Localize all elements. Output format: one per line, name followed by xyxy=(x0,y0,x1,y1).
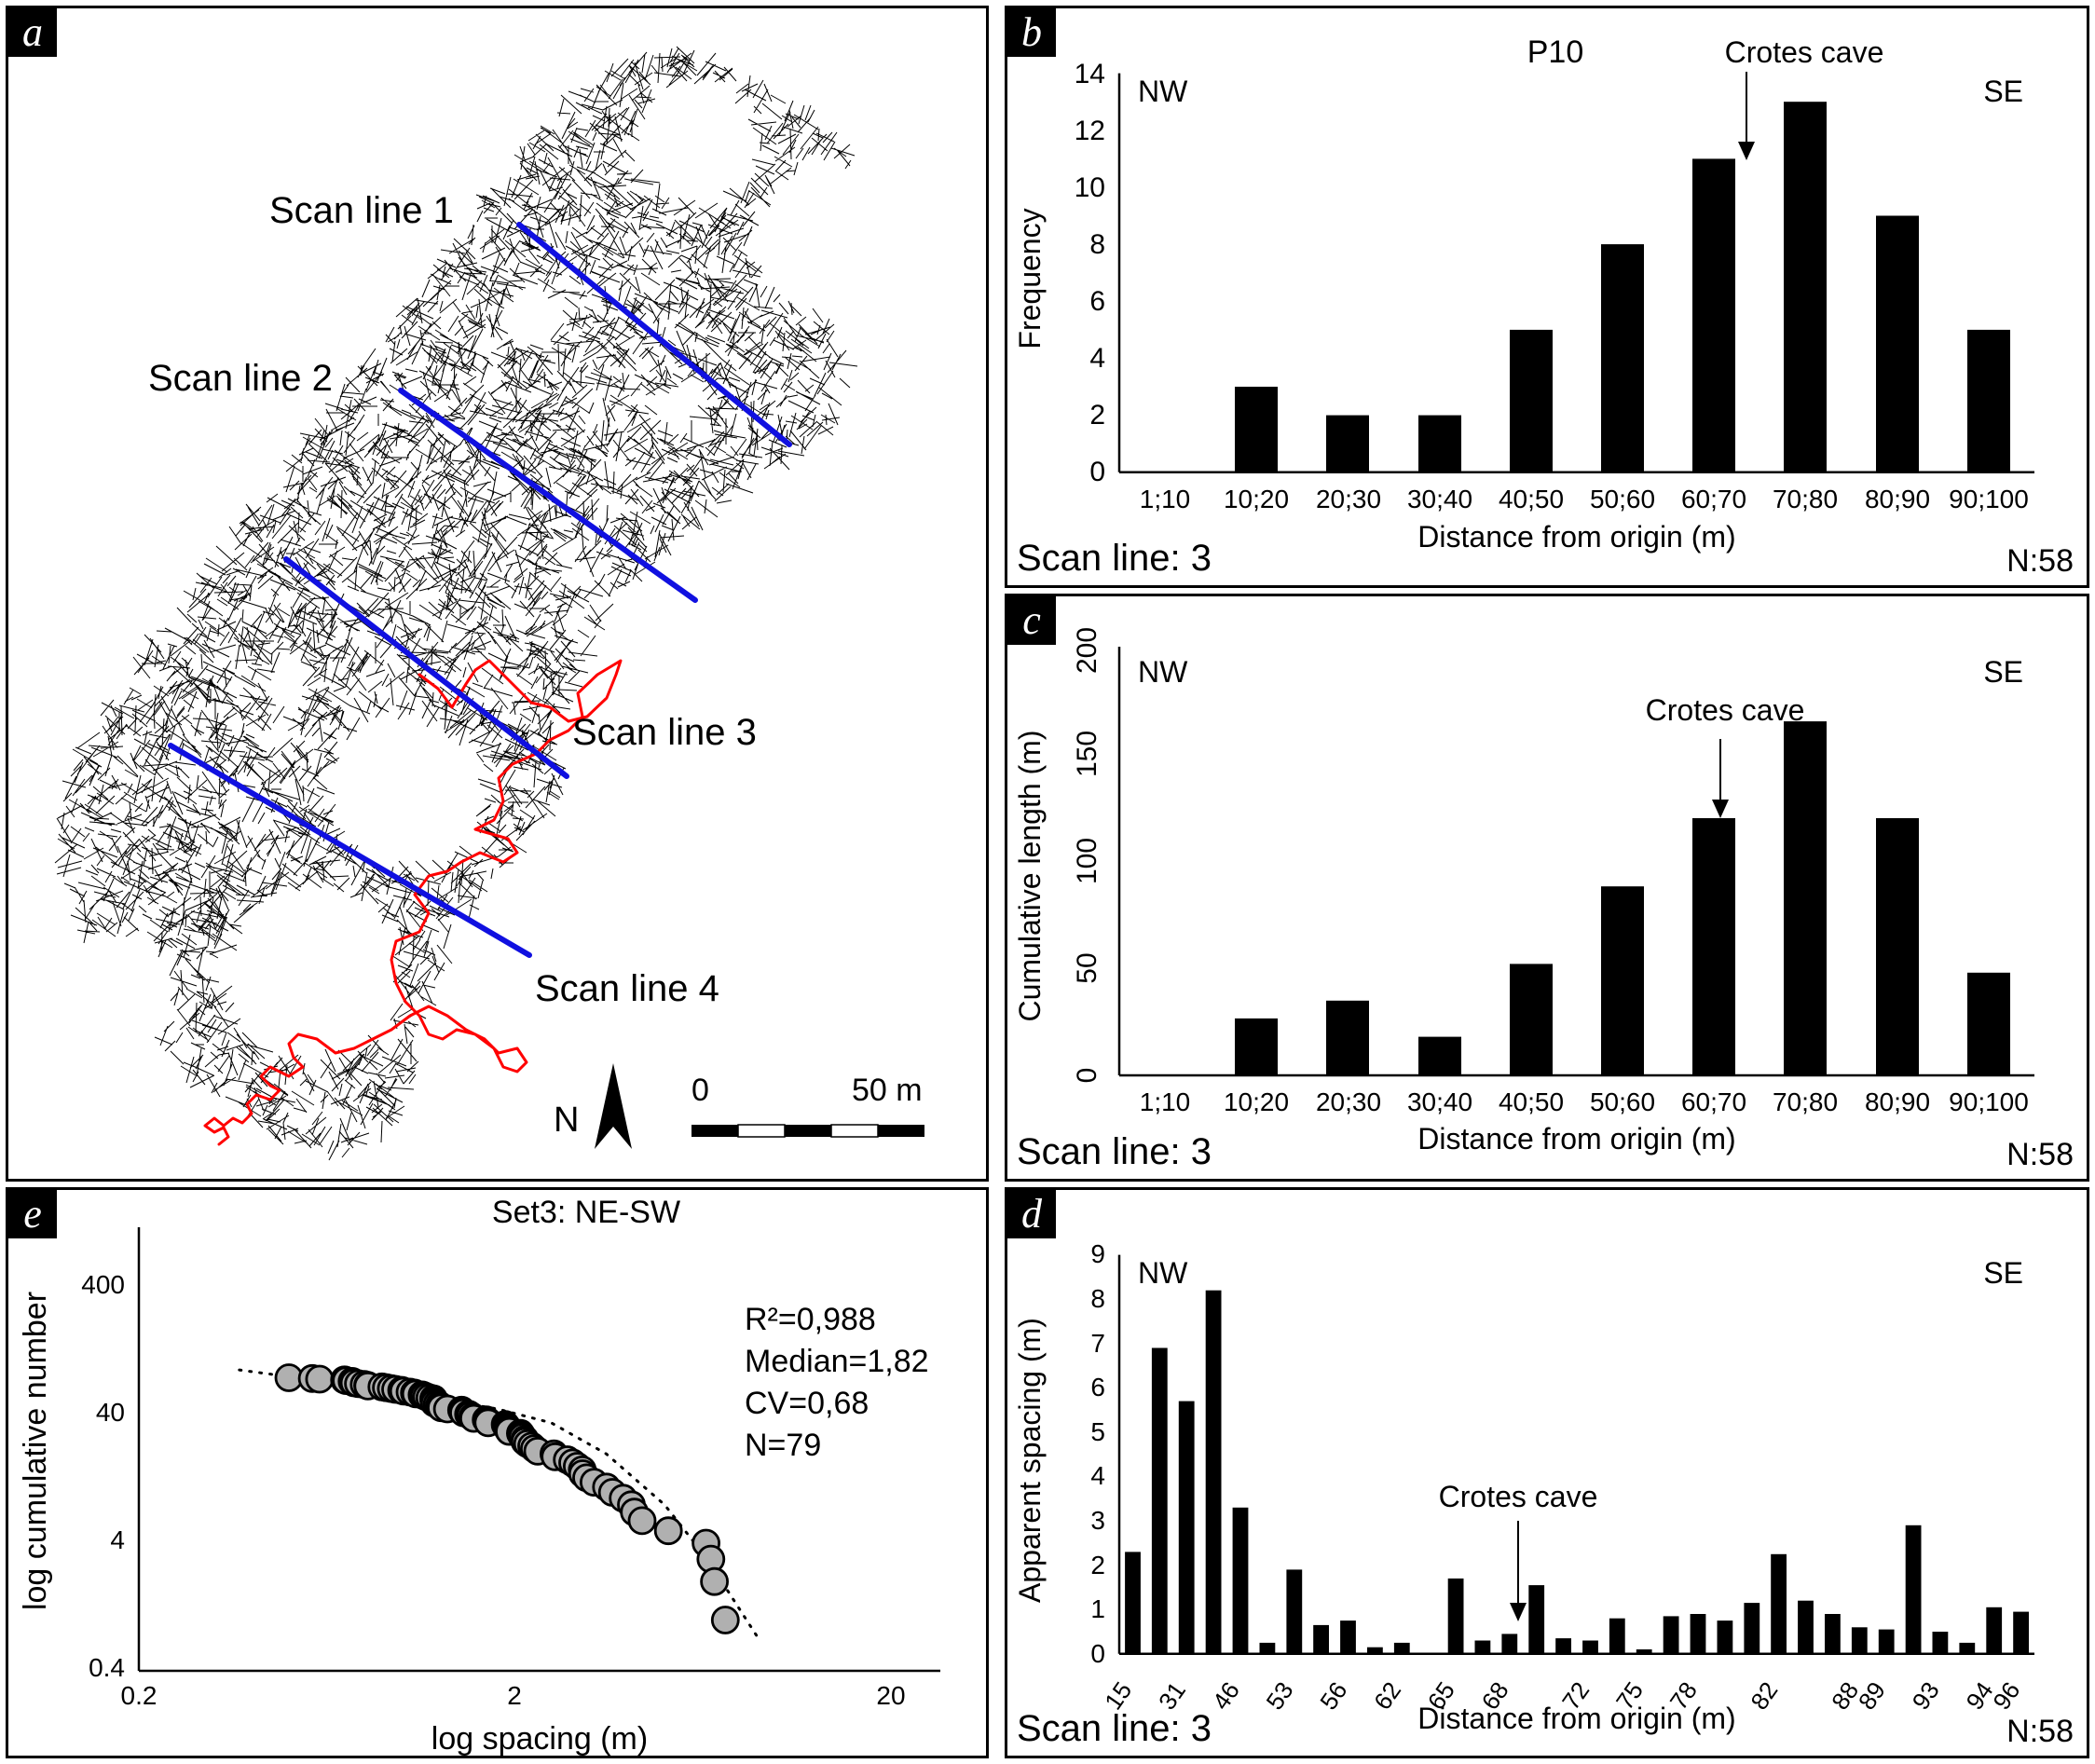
svg-text:Scan line 1: Scan line 1 xyxy=(269,190,454,231)
svg-text:6: 6 xyxy=(1089,286,1105,317)
svg-text:SE: SE xyxy=(1983,1256,2023,1290)
svg-text:89: 89 xyxy=(1853,1676,1891,1715)
svg-text:Distance from origin (m): Distance from origin (m) xyxy=(1417,1702,1735,1735)
svg-text:30;40: 30;40 xyxy=(1407,485,1472,513)
svg-text:1;10: 1;10 xyxy=(1140,1087,1191,1116)
svg-text:6: 6 xyxy=(1090,1373,1105,1402)
svg-text:CV=0,68: CV=0,68 xyxy=(745,1386,869,1421)
svg-text:30;40: 30;40 xyxy=(1407,1087,1472,1116)
svg-text:4: 4 xyxy=(110,1525,125,1554)
svg-text:2: 2 xyxy=(1089,400,1105,431)
svg-text:Crotes cave: Crotes cave xyxy=(1725,35,1884,69)
svg-text:10: 10 xyxy=(1075,172,1105,203)
svg-text:3: 3 xyxy=(1090,1506,1105,1535)
svg-text:20;30: 20;30 xyxy=(1316,1087,1381,1116)
svg-text:20;30: 20;30 xyxy=(1316,485,1381,513)
svg-text:1;10: 1;10 xyxy=(1140,485,1191,513)
svg-text:Distance from origin (m): Distance from origin (m) xyxy=(1417,520,1735,554)
svg-text:1: 1 xyxy=(1090,1594,1105,1623)
svg-text:Median=1,82: Median=1,82 xyxy=(745,1344,929,1379)
svg-text:Frequency: Frequency xyxy=(1013,208,1047,349)
svg-text:NW: NW xyxy=(1138,1256,1188,1290)
svg-text:60;70: 60;70 xyxy=(1681,1087,1746,1116)
svg-text:0: 0 xyxy=(1089,457,1105,487)
svg-text:0: 0 xyxy=(1090,1639,1105,1668)
svg-text:20: 20 xyxy=(876,1681,905,1710)
svg-text:N=79: N=79 xyxy=(745,1428,821,1463)
svg-text:53: 53 xyxy=(1260,1676,1298,1715)
svg-text:0.4: 0.4 xyxy=(89,1653,125,1682)
svg-text:100: 100 xyxy=(1072,838,1102,884)
svg-text:2: 2 xyxy=(507,1681,522,1710)
svg-text:NW: NW xyxy=(1138,655,1188,689)
svg-text:7: 7 xyxy=(1090,1329,1105,1358)
svg-text:NW: NW xyxy=(1138,75,1188,108)
svg-text:0: 0 xyxy=(691,1073,709,1108)
svg-text:56: 56 xyxy=(1314,1676,1352,1715)
svg-text:Crotes cave: Crotes cave xyxy=(1439,1480,1598,1513)
svg-text:90;100: 90;100 xyxy=(1949,1087,2029,1116)
svg-text:93: 93 xyxy=(1907,1676,1945,1715)
svg-text:50;60: 50;60 xyxy=(1590,485,1655,513)
svg-text:5: 5 xyxy=(1090,1417,1105,1446)
svg-text:0: 0 xyxy=(1072,1068,1102,1084)
svg-text:60;70: 60;70 xyxy=(1681,485,1746,513)
svg-text:40;50: 40;50 xyxy=(1499,485,1564,513)
svg-text:2: 2 xyxy=(1090,1551,1105,1579)
svg-text:70;80: 70;80 xyxy=(1773,485,1838,513)
svg-text:96: 96 xyxy=(1987,1676,2025,1715)
svg-text:4: 4 xyxy=(1090,1461,1105,1490)
svg-text:10;20: 10;20 xyxy=(1224,1087,1289,1116)
svg-text:40: 40 xyxy=(96,1398,125,1427)
svg-text:SE: SE xyxy=(1983,655,2023,689)
svg-text:62: 62 xyxy=(1368,1676,1406,1715)
svg-text:P10: P10 xyxy=(1527,34,1584,70)
svg-text:200: 200 xyxy=(1072,627,1102,674)
svg-text:0.2: 0.2 xyxy=(121,1681,157,1710)
svg-text:Scan line 4: Scan line 4 xyxy=(535,968,719,1009)
svg-text:50;60: 50;60 xyxy=(1590,1087,1655,1116)
svg-text:90;100: 90;100 xyxy=(1949,485,2029,513)
svg-text:150: 150 xyxy=(1072,731,1102,777)
svg-text:14: 14 xyxy=(1075,59,1105,89)
svg-text:R²=0,988: R²=0,988 xyxy=(745,1302,876,1337)
svg-text:Crotes cave: Crotes cave xyxy=(1646,693,1805,727)
svg-text:Distance from origin (m): Distance from origin (m) xyxy=(1417,1122,1735,1155)
svg-text:log cumulative number: log cumulative number xyxy=(18,1292,53,1610)
svg-text:80;90: 80;90 xyxy=(1865,485,1930,513)
svg-text:Scan line 2: Scan line 2 xyxy=(148,358,333,399)
svg-text:80;90: 80;90 xyxy=(1865,1087,1930,1116)
svg-text:Set3: NE-SW: Set3: NE-SW xyxy=(492,1195,680,1230)
svg-text:82: 82 xyxy=(1745,1676,1783,1715)
svg-text:46: 46 xyxy=(1207,1676,1245,1715)
svg-text:50 m: 50 m xyxy=(852,1073,923,1108)
svg-text:10;20: 10;20 xyxy=(1224,485,1289,513)
svg-text:8: 8 xyxy=(1090,1284,1105,1313)
svg-text:Apparent spacing (m): Apparent spacing (m) xyxy=(1013,1318,1047,1603)
svg-text:70;80: 70;80 xyxy=(1773,1087,1838,1116)
svg-text:12: 12 xyxy=(1075,116,1105,146)
svg-text:4: 4 xyxy=(1089,343,1105,374)
svg-text:50: 50 xyxy=(1072,952,1102,983)
svg-text:400: 400 xyxy=(81,1270,125,1299)
svg-text:Cumulative length (m): Cumulative length (m) xyxy=(1013,731,1047,1022)
svg-text:40;50: 40;50 xyxy=(1499,1087,1564,1116)
svg-text:N: N xyxy=(554,1101,579,1140)
svg-text:SE: SE xyxy=(1983,75,2023,108)
svg-text:8: 8 xyxy=(1089,229,1105,260)
svg-text:9: 9 xyxy=(1090,1239,1105,1268)
svg-text:Scan line 3: Scan line 3 xyxy=(572,712,757,753)
svg-text:log spacing (m): log spacing (m) xyxy=(431,1721,648,1757)
